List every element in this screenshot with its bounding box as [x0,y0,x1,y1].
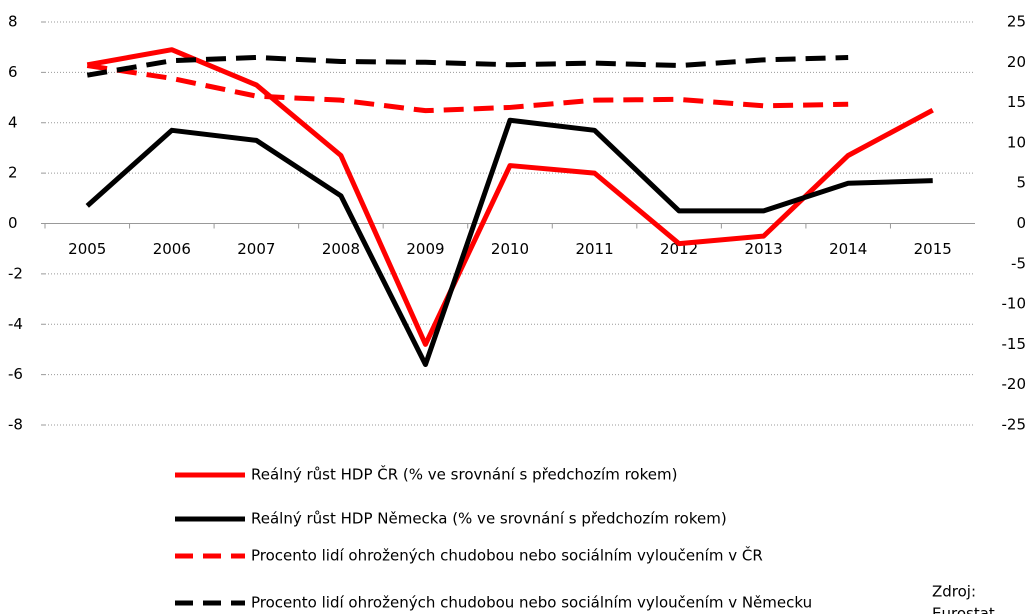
y2-tick-label: -20 [1002,375,1027,393]
legend-label: Procento lidí ohrožených chudobou nebo s… [251,546,763,565]
y2-tick-label: -10 [1002,295,1027,313]
x-tick-label: 2013 [745,240,783,258]
source: Zdroj: [932,583,976,601]
x-tick-label: 2006 [153,240,191,258]
y2-tick-label: -25 [1002,416,1027,434]
x-tick-label: 2014 [829,240,867,258]
y2-tick-label: 15 [1007,93,1026,111]
y2-tick-label: -15 [1002,335,1027,353]
y2-tick-label: 0 [1016,214,1026,232]
legend-label: Procento lidí ohrožených chudobou nebo s… [251,594,812,612]
y-tick-label: 0 [8,214,18,232]
y-tick-label: -8 [8,416,23,434]
x-tick-label: 2011 [575,240,613,258]
x-tick-label: 2005 [68,240,106,258]
series-line [86,63,849,114]
legend-label: Reálný růst HDP ČR (% ve srovnání s před… [251,465,677,484]
x-tick-label: 2015 [914,240,952,258]
y-tick-label: 4 [8,113,18,131]
y2-tick-label: -5 [1011,254,1026,272]
y-tick-label: -4 [8,315,23,333]
x-tick-label: 2010 [491,240,529,258]
y2-tick-label: 10 [1007,133,1026,151]
legend-label: Reálný růst HDP Německa (% ve srovnání s… [251,510,727,528]
y-tick-label: -6 [8,365,23,383]
x-tick-label: 2009 [406,240,444,258]
y-tick-label: 2 [8,164,18,182]
y2-tick-label: 20 [1007,53,1026,71]
series-line [86,47,934,347]
y-tick-label: -2 [8,264,23,282]
y-tick-label: 6 [8,63,18,81]
series-line [86,54,849,78]
series-line [85,117,933,368]
y2-tick-label: 25 [1007,13,1026,31]
x-tick-label: 2007 [237,240,275,258]
y-tick-label: 8 [8,13,18,31]
y2-tick-label: 5 [1016,174,1026,192]
source: Eurostat [932,605,995,614]
x-tick-label: 2008 [322,240,360,258]
